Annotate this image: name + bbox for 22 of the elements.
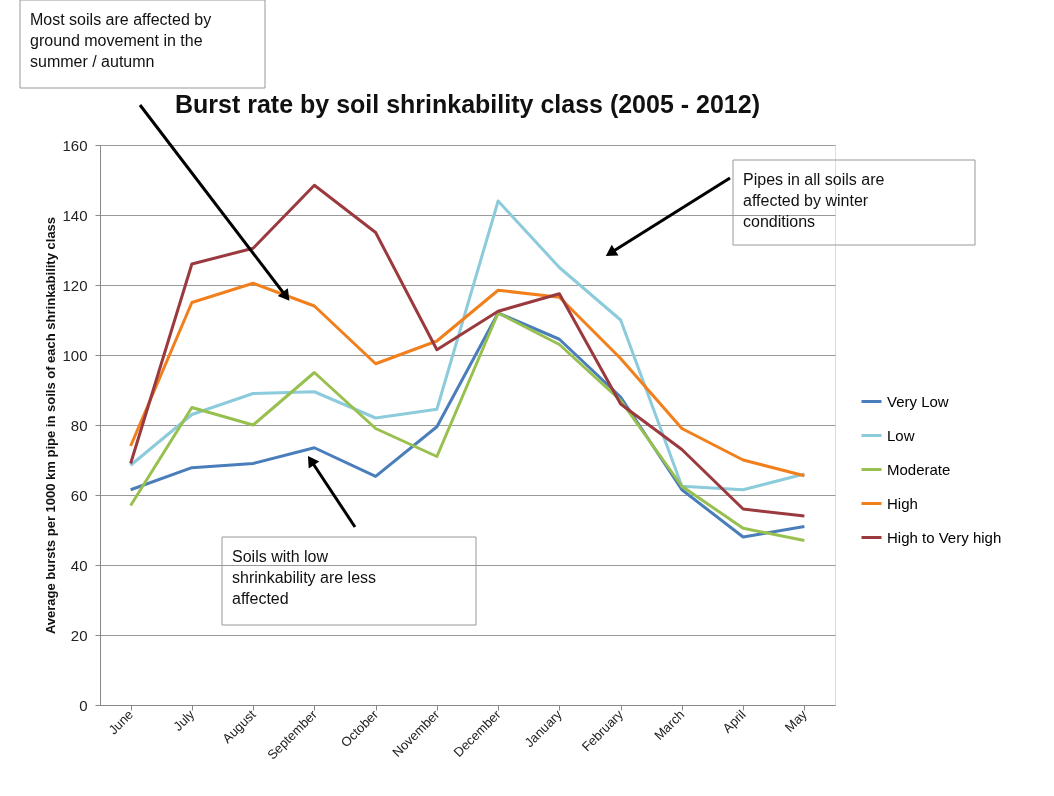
y-tick-label: 80: [70, 416, 88, 434]
y-tick-label: 20: [70, 626, 88, 644]
x-tick-label: May: [781, 706, 811, 735]
y-tick-label: 120: [62, 276, 88, 294]
legend-label: High to Very high: [887, 528, 1002, 546]
y-tick-label: 140: [62, 206, 88, 224]
legend-label: High: [887, 494, 918, 512]
y-tick-label: 160: [62, 136, 88, 154]
chart-title: Burst rate by soil shrinkability class (2005 - 2012): [175, 90, 760, 118]
line-series: [129, 281, 806, 478]
x-tick-label: July: [170, 706, 198, 734]
legend-label: Moderate: [887, 460, 951, 478]
text: Most soils are affected by ground movement in the summer / autumn: [30, 11, 212, 70]
y-tick-label: 0: [79, 696, 88, 714]
legend-label: Low: [887, 426, 915, 444]
y-axis-title: Average bursts per 1000 km pipe in soils of each shrinkability class: [43, 216, 59, 635]
annotation: Soils with low shrinkability are less affected: [232, 548, 377, 607]
annotation: Pipes in all soils are affected by winter conditions: [743, 171, 885, 230]
legend-label: Very Low: [887, 392, 949, 410]
y-tick-label: 100: [62, 346, 88, 364]
y-tick-label: 60: [70, 486, 88, 504]
y-tick-label: 40: [70, 556, 88, 574]
